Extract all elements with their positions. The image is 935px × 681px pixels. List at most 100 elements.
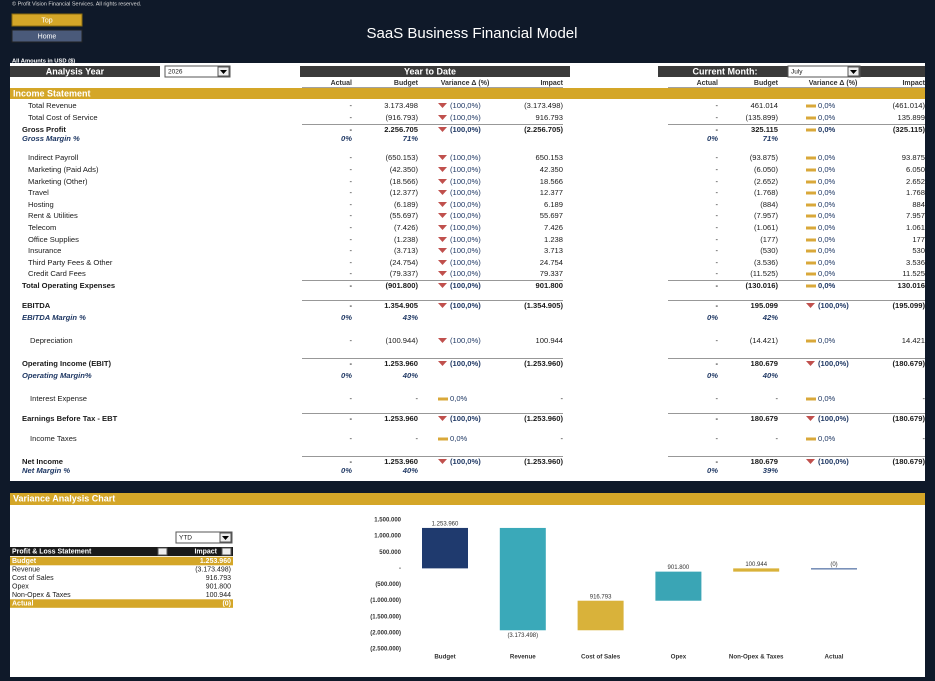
x-tick-label: Actual xyxy=(825,654,844,661)
variance-value: (100,0%) xyxy=(450,188,481,197)
variance-value: (100,0%) xyxy=(450,113,481,122)
cell-value: (180.679) xyxy=(892,414,925,423)
cell-value: 0% xyxy=(341,371,352,380)
home-button[interactable] xyxy=(11,29,83,43)
neutral-icon xyxy=(806,128,816,132)
cell-value: 530 xyxy=(912,246,925,255)
variance-value: (100,0%) xyxy=(818,457,849,466)
cell-value: 43% xyxy=(402,313,418,322)
cell-value: (650.153) xyxy=(385,153,418,162)
cell-value: - xyxy=(349,301,352,310)
page-title: SaaS Business Financial Model xyxy=(367,25,578,42)
cell-value: - xyxy=(349,223,352,232)
cell-value: 39% xyxy=(763,466,778,475)
row-label: EBITDA xyxy=(22,301,51,310)
cell-value: 3.173.498 xyxy=(384,101,418,110)
cell-value: (7.957) xyxy=(754,211,779,220)
cell-value: 1.253.960 xyxy=(384,457,418,466)
pl-header-label: Impact xyxy=(194,548,217,555)
down-arrow-icon xyxy=(438,213,447,218)
home-button-label[interactable]: Home xyxy=(38,33,57,40)
column-header: Budget xyxy=(394,80,419,87)
variance-value: 0,0% xyxy=(818,101,836,110)
row-label: Net Income xyxy=(22,457,63,466)
cell-value: (3.713) xyxy=(394,246,419,255)
bar-value-label: 1.253.960 xyxy=(432,522,459,528)
cell-value: (55.697) xyxy=(390,211,419,220)
column-header: Actual xyxy=(697,80,718,87)
column-header: Budget xyxy=(754,80,779,87)
cell-value: 180.679 xyxy=(751,457,778,466)
neutral-icon xyxy=(438,397,448,401)
row-label: Travel xyxy=(28,188,49,197)
variance-value: (100,0%) xyxy=(450,414,481,423)
cell-value: 0% xyxy=(341,313,352,322)
down-arrow-icon xyxy=(438,225,447,230)
variance-value: 0,0% xyxy=(818,269,836,278)
row-label: Hosting xyxy=(28,200,54,209)
cell-value: (325.115) xyxy=(893,125,926,134)
neutral-icon xyxy=(806,104,816,108)
variance-value: (100,0%) xyxy=(450,269,481,278)
y-tick-label: (500.000) xyxy=(375,582,401,588)
period-value[interactable]: YTD xyxy=(179,535,192,542)
cell-value: - xyxy=(715,414,718,423)
neutral-icon xyxy=(806,284,816,288)
row-label: Total Operating Expenses xyxy=(22,281,115,290)
cell-value: (14.421) xyxy=(750,336,779,345)
neutral-icon xyxy=(438,437,448,441)
period-dropdown[interactable] xyxy=(175,531,233,544)
down-arrow-icon xyxy=(438,248,447,253)
variance-value: (100,0%) xyxy=(818,301,849,310)
variance-value: (100,0%) xyxy=(450,258,481,267)
cell-value: (2.652) xyxy=(754,177,779,186)
cell-value: - xyxy=(349,269,352,278)
pl-row-value: 916.793 xyxy=(206,575,231,582)
down-arrow-icon xyxy=(438,155,447,160)
neutral-icon xyxy=(806,226,816,230)
cell-value: - xyxy=(715,200,718,209)
year-value[interactable]: 2026 xyxy=(168,69,183,76)
cell-value: (1.354.905) xyxy=(524,301,563,310)
cell-value: (1.238) xyxy=(394,235,419,244)
filter-button[interactable] xyxy=(157,547,168,556)
row-label: Operating Margin% xyxy=(22,371,92,380)
dropdown-arrow xyxy=(850,70,857,74)
month-dropdown[interactable] xyxy=(787,65,861,78)
cell-value: (1.768) xyxy=(754,188,779,197)
variance-value: (100,0%) xyxy=(450,101,481,110)
variance-value: 0,0% xyxy=(818,200,836,209)
year-dropdown[interactable] xyxy=(164,65,231,78)
top-button-label[interactable]: Top xyxy=(41,17,52,24)
variance-value: 0,0% xyxy=(818,113,836,122)
cell-value: (180.679) xyxy=(892,457,925,466)
cell-value: - xyxy=(349,101,352,110)
cell-value: - xyxy=(715,434,718,443)
down-arrow-icon xyxy=(438,103,447,108)
cell-value: - xyxy=(775,434,778,443)
row-label: Net Margin % xyxy=(22,466,70,475)
month-value[interactable]: July xyxy=(791,69,803,76)
top-button[interactable] xyxy=(11,13,83,27)
cell-value: 0% xyxy=(707,466,718,475)
y-tick-label: - xyxy=(399,566,401,572)
down-arrow-icon xyxy=(438,459,447,464)
neutral-icon xyxy=(806,156,816,160)
pl-row-label: Cost of Sales xyxy=(12,575,54,582)
y-tick-label: 500.000 xyxy=(379,550,401,556)
filter-button[interactable] xyxy=(221,547,232,556)
row-label: Marketing (Paid Ads) xyxy=(28,165,99,174)
ytd-label: Year to Date xyxy=(404,66,456,76)
neutral-icon xyxy=(806,238,816,242)
cell-value: 0% xyxy=(341,466,352,475)
cell-value: 12.377 xyxy=(540,188,563,197)
cell-value: (42.350) xyxy=(390,165,419,174)
cell-value: - xyxy=(349,188,352,197)
x-tick-label: Cost of Sales xyxy=(581,654,621,661)
cell-value: - xyxy=(922,394,925,403)
cell-value: 6.189 xyxy=(544,200,563,209)
cell-value: - xyxy=(715,223,718,232)
cell-value: 135.899 xyxy=(898,113,925,122)
variance-value: 0,0% xyxy=(818,281,836,290)
variance-value: 0,0% xyxy=(450,394,468,403)
